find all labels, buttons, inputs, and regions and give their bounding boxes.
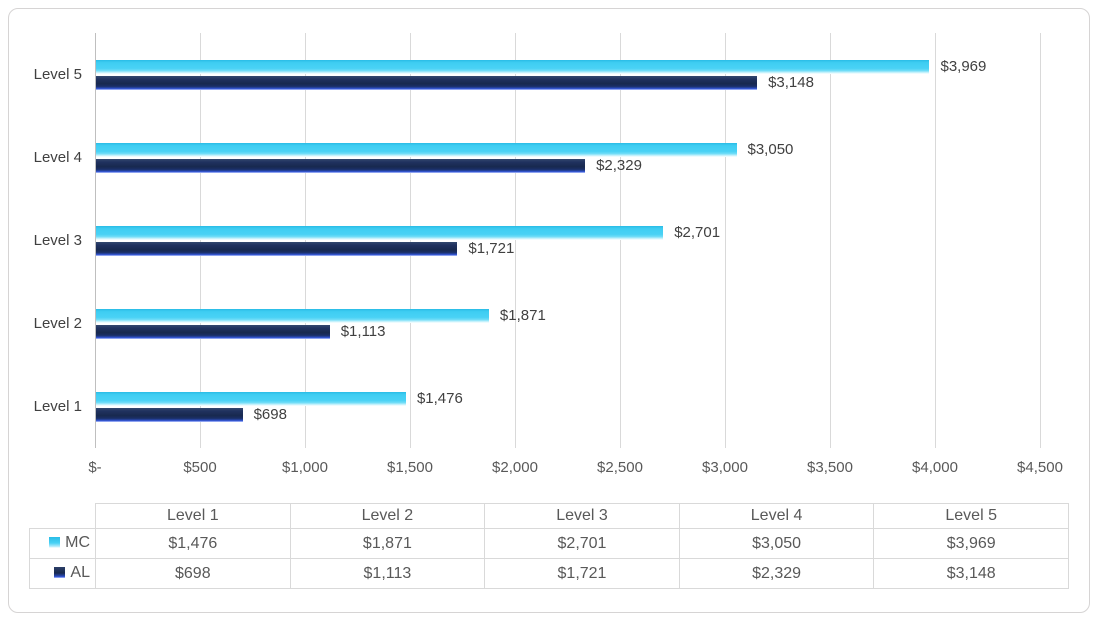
bar-mc-level-4 bbox=[96, 142, 737, 157]
bar-al-level-4 bbox=[96, 158, 586, 173]
chart-data-table: Level 1 Level 2 Level 3 Level 4 Level 5 MC $1,… bbox=[29, 503, 1069, 589]
table-corner-cell bbox=[30, 504, 96, 529]
table-header-row: Level 1 Level 2 Level 3 Level 4 Level 5 bbox=[30, 503, 1069, 529]
bar-mc-level-2 bbox=[96, 308, 489, 323]
x-axis-tick-label: $2,500 bbox=[597, 458, 643, 476]
y-axis-category-label-level-2: Level 2 bbox=[33, 315, 82, 332]
table-cell-mc-level-4: $3,050 bbox=[678, 528, 875, 559]
x-axis-tick-label: $1,000 bbox=[282, 458, 328, 476]
gridline bbox=[305, 33, 306, 448]
bar-al-level-1 bbox=[96, 407, 243, 422]
y-axis-category-label-level-5: Level 5 bbox=[33, 66, 82, 83]
table-row-al: AL $698 $1,113 $1,721 $2,329 $3,148 bbox=[29, 558, 1069, 589]
bar-al-level-5 bbox=[96, 75, 758, 90]
table-cell-al-level-2: $1,113 bbox=[289, 558, 486, 589]
gridline bbox=[515, 33, 516, 448]
table-cell-al-level-4: $2,329 bbox=[678, 558, 875, 589]
x-axis-tick-label: $4,000 bbox=[912, 458, 958, 476]
table-header-level-2: Level 2 bbox=[289, 503, 486, 529]
y-axis-category-label-level-3: Level 3 bbox=[33, 232, 82, 249]
x-axis-tick-label: $2,000 bbox=[492, 458, 538, 476]
legend-cell-al: AL bbox=[29, 558, 96, 589]
table-header-level-5: Level 5 bbox=[873, 503, 1069, 529]
x-axis-tick-label: $3,000 bbox=[702, 458, 748, 476]
x-axis-tick-label: $3,500 bbox=[807, 458, 853, 476]
table-header-level-1: Level 1 bbox=[95, 503, 291, 529]
x-axis-tick-label: $500 bbox=[183, 458, 217, 476]
table-cell-al-level-1: $698 bbox=[95, 558, 291, 589]
bar-mc-level-5 bbox=[96, 59, 930, 74]
legend-label-mc: MC bbox=[65, 533, 90, 551]
table-cell-al-level-5: $3,148 bbox=[873, 558, 1069, 589]
gridline bbox=[410, 33, 411, 448]
data-label-mc-level-5: $3,969 bbox=[940, 58, 987, 75]
legend-cell-mc: MC bbox=[29, 528, 96, 559]
x-axis-tick-label: $- bbox=[88, 458, 102, 476]
table-cell-mc-level-3: $2,701 bbox=[484, 528, 680, 559]
data-label-al-level-1: $698 bbox=[253, 406, 287, 423]
table-row-mc: MC $1,476 $1,871 $2,701 $3,050 $3,969 bbox=[29, 528, 1069, 559]
bar-al-level-2 bbox=[96, 324, 330, 339]
table-cell-mc-level-2: $1,871 bbox=[289, 528, 486, 559]
x-axis-tick-label: $4,500 bbox=[1017, 458, 1063, 476]
data-label-al-level-2: $1,113 bbox=[340, 323, 386, 340]
data-label-mc-level-4: $3,050 bbox=[747, 141, 794, 158]
data-label-mc-level-3: $2,701 bbox=[674, 224, 721, 241]
gridline bbox=[200, 33, 201, 448]
table-header-level-4: Level 4 bbox=[678, 503, 875, 529]
gridline bbox=[725, 33, 726, 448]
y-axis-category-label-level-4: Level 4 bbox=[33, 149, 82, 166]
data-label-mc-level-2: $1,871 bbox=[499, 307, 546, 324]
table-cell-mc-level-5: $3,969 bbox=[873, 528, 1069, 559]
legend-swatch-al bbox=[54, 567, 66, 579]
gridline bbox=[620, 33, 621, 448]
bar-mc-level-1 bbox=[96, 391, 406, 406]
y-axis-category-label-level-1: Level 1 bbox=[33, 398, 82, 415]
table-cell-mc-level-1: $1,476 bbox=[95, 528, 291, 559]
gridline bbox=[935, 33, 936, 448]
data-label-al-level-5: $3,148 bbox=[768, 74, 814, 91]
value-axis-line bbox=[95, 33, 96, 448]
gridline bbox=[830, 33, 831, 448]
data-label-al-level-3: $1,721 bbox=[468, 240, 515, 257]
table-header-level-3: Level 3 bbox=[484, 503, 680, 529]
bar-al-level-3 bbox=[96, 241, 458, 256]
data-label-mc-level-1: $1,476 bbox=[416, 390, 463, 407]
bar-mc-level-3 bbox=[96, 225, 664, 240]
table-cell-al-level-3: $1,721 bbox=[484, 558, 680, 589]
legend-label-al: AL bbox=[70, 563, 90, 581]
legend-swatch-mc bbox=[49, 537, 61, 549]
gridline bbox=[1040, 33, 1041, 448]
data-label-al-level-4: $2,329 bbox=[596, 157, 642, 174]
x-axis-tick-label: $1,500 bbox=[387, 458, 433, 476]
